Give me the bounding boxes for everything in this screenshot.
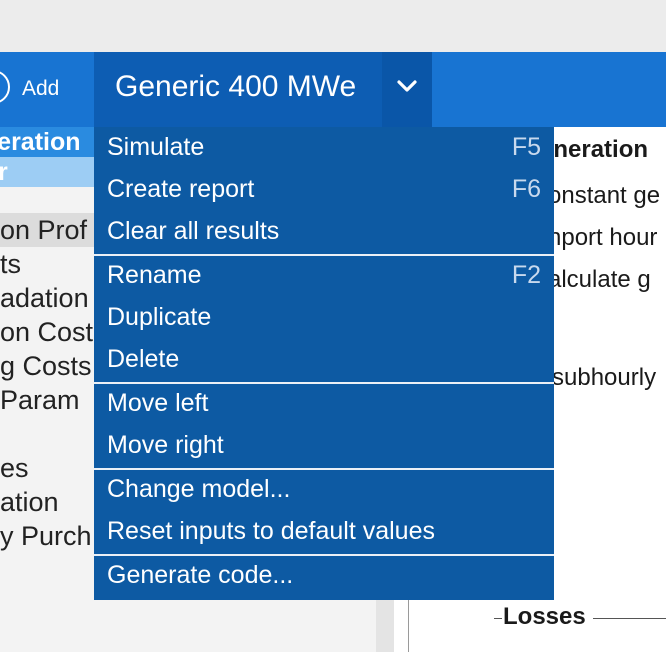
menu-separator xyxy=(94,554,554,556)
menu-item-shortcut: F6 xyxy=(511,175,541,203)
menu-separator xyxy=(94,254,554,256)
menu-item-label: Clear all results xyxy=(107,217,280,245)
menu-item-reset-inputs-to-default-values[interactable]: Reset inputs to default values xyxy=(94,511,554,553)
losses-divider-left xyxy=(494,618,502,619)
sidebar-item[interactable]: ation xyxy=(0,487,59,517)
menu-item-label: Move right xyxy=(107,431,224,459)
sidebar-item[interactable]: adation xyxy=(0,283,89,313)
menu-item-shortcut: F2 xyxy=(511,261,541,289)
sidebar-item[interactable]: on Cost xyxy=(0,317,94,347)
menu-separator xyxy=(94,382,554,384)
menu-item-rename[interactable]: Rename F2 xyxy=(94,255,554,297)
menu-item-clear-all-results[interactable]: Clear all results xyxy=(94,211,554,253)
menu-item-label: Move left xyxy=(107,389,209,417)
menu-item-generate-code[interactable]: Generate code... xyxy=(94,555,554,597)
menu-item-label: Create report xyxy=(107,175,255,203)
menu-item-label: Duplicate xyxy=(107,303,212,331)
case-context-menu: Simulate F5 Create report F6 Clear all resul… xyxy=(94,127,554,600)
window-top-strip xyxy=(0,0,666,52)
add-circle-icon: + xyxy=(0,70,10,104)
menu-item-shortcut: F5 xyxy=(511,133,541,161)
option-subhourly[interactable]: subhourly xyxy=(552,364,657,391)
menu-item-move-right[interactable]: Move right xyxy=(94,425,554,467)
losses-section-label: Losses xyxy=(503,603,586,630)
menu-item-move-left[interactable]: Move left xyxy=(94,383,554,425)
sidebar-item[interactable]: es xyxy=(0,453,29,483)
sidebar-item[interactable]: Param xyxy=(0,385,80,415)
menu-separator xyxy=(94,468,554,470)
sidebar-item[interactable]: g Costs xyxy=(0,351,92,381)
section-title: eneration xyxy=(540,136,649,163)
option-constant-generation[interactable]: onstant ge xyxy=(548,182,661,209)
option-import-hourly[interactable]: nport hour xyxy=(548,224,658,251)
sidebar-item[interactable]: ts xyxy=(0,249,22,279)
menu-item-label: Generate code... xyxy=(107,561,294,589)
sidebar-item[interactable]: on Prof xyxy=(0,213,110,247)
menu-item-label: Reset inputs to default values xyxy=(107,517,435,545)
case-menu-dropdown-button[interactable] xyxy=(382,52,432,127)
case-title: Generic 400 MWe xyxy=(115,70,357,103)
add-button-label: Add xyxy=(22,77,60,100)
menu-item-label: Simulate xyxy=(107,133,205,161)
losses-divider-right xyxy=(593,618,666,619)
sidebar-list: on Prof ts adation on Cost g Costs Param es at… xyxy=(0,213,376,553)
option-calculate-generation[interactable]: alculate g xyxy=(548,266,651,293)
menu-item-delete[interactable]: Delete xyxy=(94,339,554,381)
menu-item-create-report[interactable]: Create report F6 xyxy=(94,169,554,211)
case-tab[interactable]: Generic 400 MWe xyxy=(94,52,384,127)
add-button[interactable]: + Add xyxy=(0,62,90,118)
menu-item-duplicate[interactable]: Duplicate xyxy=(94,297,554,339)
chevron-down-icon xyxy=(397,80,417,92)
menu-item-label: Rename xyxy=(107,261,202,289)
menu-item-label: Change model... xyxy=(107,475,291,503)
menu-item-simulate[interactable]: Simulate F5 xyxy=(94,127,554,169)
menu-item-change-model[interactable]: Change model... xyxy=(94,469,554,511)
menu-item-label: Delete xyxy=(107,345,180,373)
sidebar-item[interactable]: y Purch xyxy=(0,521,92,551)
